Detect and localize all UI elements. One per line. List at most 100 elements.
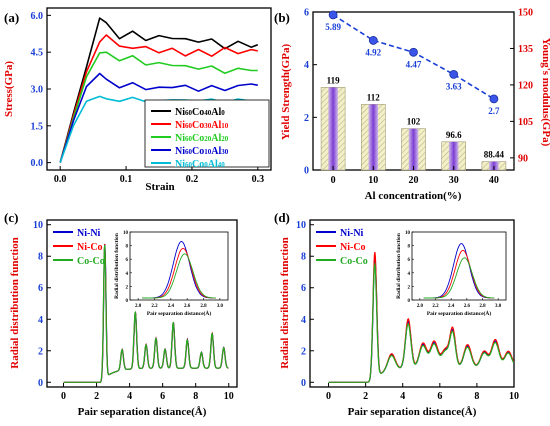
bar-value-label: 119 <box>327 75 341 85</box>
panel-b-tag: (b) <box>274 10 290 25</box>
bar-highlight <box>368 104 379 170</box>
y-tick-label: 6 <box>304 8 309 19</box>
panel-d-xlabel: Pair separation distance(Å) <box>348 406 477 418</box>
inset-x-tick-label: 2.4 <box>448 304 455 309</box>
series-line-Ni60Co20Al20 <box>59 51 258 163</box>
y2-tick-label: 135 <box>518 44 533 55</box>
inset-y-tick-label: 10 <box>405 231 411 236</box>
y-tick-label: 6 <box>38 283 43 294</box>
inset-x-tick-label: 3.0 <box>495 304 502 309</box>
yield-point <box>489 94 499 104</box>
inset-x-tick-label: 2.2 <box>151 304 158 309</box>
y-tick-label: 8 <box>38 252 43 263</box>
panel-d-ylabel: Radial distribution function <box>279 237 291 368</box>
panel-d-legend: Ni-Ni Ni-Co Co-Co <box>316 228 368 267</box>
y-tick-label: 10 <box>33 220 43 231</box>
inset-x-tick-label: 2.4 <box>168 304 175 309</box>
bar-value-label: 88.44 <box>484 150 505 160</box>
bar-highlight <box>328 87 338 170</box>
inset-y-tick-label: 8 <box>408 245 411 250</box>
x-tick-label: 10 <box>509 391 519 402</box>
inset-y-tick-label: 4 <box>126 272 129 277</box>
y-tick-label: 0 <box>38 378 43 389</box>
panel-d-series <box>328 251 515 383</box>
legend-label: Ni60Co20Al20 <box>175 133 229 144</box>
inset-xlabel: Pair separation distance(Å) <box>147 309 212 317</box>
inset-x-tick-label: 3.0 <box>217 304 224 309</box>
inset-x-tick-label: 2.6 <box>184 304 191 309</box>
inset-line-Co-Co <box>423 257 495 299</box>
x-tick-label: 0.1 <box>120 174 133 185</box>
legend-label: Ni-Co <box>77 242 103 253</box>
panel-a-tag: (a) <box>4 10 19 25</box>
panel-b-ticks: 0 10 20 30 40 0 2 4 6 90 105 120 135 150 <box>304 8 533 187</box>
inset-ylabel: Radial distribution function <box>114 233 120 299</box>
inset-y-tick-label: 10 <box>123 231 129 236</box>
panel-b-bars: 119 112 102 96.6 88.44 <box>320 75 507 171</box>
x-tick-label: 30 <box>449 175 459 186</box>
y-tick-label: 2 <box>304 113 309 124</box>
x-tick-label: 0 <box>61 391 66 402</box>
inset-x-tick-label: 2.0 <box>417 304 424 309</box>
y2-tick-label: 120 <box>518 80 533 91</box>
panel-c-ticks: 0 2 4 6 8 10 0 2 4 6 8 10 <box>33 220 234 402</box>
x-tick-label: 0 <box>326 391 331 402</box>
panel-d-inset: 2.0 2.2 2.4 2.6 2.8 3.0 0 2 4 6 8 10 Pair separation… <box>396 231 507 317</box>
y2-tick-label: 105 <box>518 117 533 128</box>
x-tick-label: 6 <box>160 391 165 402</box>
panel-c-legend: Ni-Ni Ni-Co Co-Co <box>53 228 105 267</box>
x-tick-label: 0 <box>331 175 336 186</box>
legend-label: Ni-Ni <box>340 228 364 239</box>
legend-label: Ni-Co <box>340 242 366 253</box>
bar-highlight <box>448 141 459 170</box>
x-tick-label: 0.3 <box>252 174 265 185</box>
legend-label: Ni60Co10Al30 <box>175 146 229 157</box>
panel-c-xlabel: Pair separation distance(Å) <box>78 406 207 418</box>
series-line-Ni60Co10Al30 <box>59 72 258 163</box>
x-tick-label: 10 <box>368 175 378 186</box>
y-tick-label: 4 <box>38 315 43 326</box>
inset-y-tick-label: 0 <box>126 299 129 304</box>
yield-point <box>328 10 338 20</box>
y-tick-label: 0.0 <box>31 158 44 169</box>
x-tick-label: 8 <box>193 391 198 402</box>
x-tick-label: 10 <box>224 391 234 402</box>
bar-value-label: 102 <box>407 117 421 127</box>
y-tick-label: 4 <box>304 60 309 71</box>
inset-x-tick-label: 2.0 <box>135 304 142 309</box>
panel-d-tag: (d) <box>274 210 290 225</box>
rdf-line-Co-Co <box>63 244 229 383</box>
inset-y-tick-label: 8 <box>126 245 129 250</box>
legend-label: Co-Co <box>340 256 368 267</box>
panel-b-y2label: Young's modulus(GPa) <box>540 38 550 147</box>
legend-label: Co-Co <box>77 256 105 267</box>
yield-point <box>368 36 378 45</box>
yield-value-label: 5.89 <box>325 22 341 32</box>
inset-x-tick-label: 2.2 <box>432 304 439 309</box>
panel-c-inset: 2.0 2.2 2.4 2.6 2.8 3.0 0 2 4 6 8 10 Pair separation… <box>114 231 229 317</box>
panel-a-legend-entries: Ni60Co40Al0 Ni60Co30Al10 Ni60Co20Al20 Ni60C… <box>151 107 229 170</box>
rdf-line-Co-Co <box>328 262 515 383</box>
y-tick-label: 0 <box>301 378 306 389</box>
inset-frame <box>129 231 229 301</box>
inset-xlabel: Pair separation distance(Å) <box>427 309 492 317</box>
y-tick-label: 8 <box>301 252 306 263</box>
y2-tick-label: 150 <box>518 8 533 19</box>
inset-x-tick-label: 2.8 <box>479 304 486 309</box>
yield-value-label: 3.63 <box>446 81 462 91</box>
legend-label: Ni60Co0Al40 <box>175 159 225 170</box>
bar-value-label: 96.6 <box>446 130 462 140</box>
panel-b-ylabel: Yield Strength(GPa) <box>280 44 292 141</box>
yield-value-label: 2.7 <box>488 106 500 116</box>
x-tick-label: 20 <box>409 175 419 186</box>
series-line-Ni60Co30Al10 <box>59 34 258 163</box>
x-tick-label: 2 <box>94 391 99 402</box>
x-tick-label: 8 <box>474 391 479 402</box>
y-tick-label: 2 <box>301 346 306 357</box>
panel-a-ylabel: Stress(GPa) <box>3 61 15 117</box>
series-line-Ni60Co40Al0 <box>59 17 259 163</box>
x-tick-label: 2 <box>363 391 368 402</box>
y-tick-label: 3.0 <box>31 85 44 96</box>
